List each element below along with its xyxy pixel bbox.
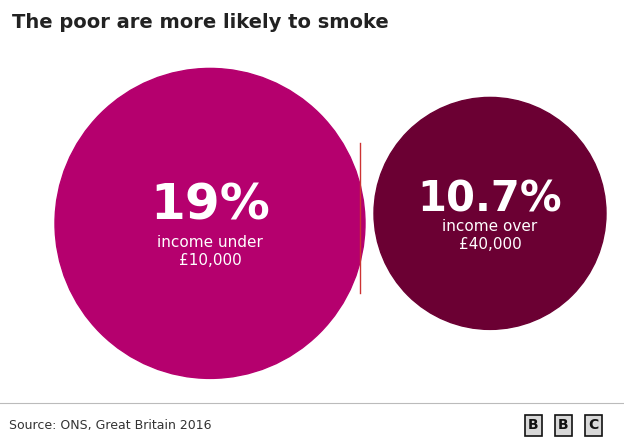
Text: income under
£10,000: income under £10,000 [157, 235, 263, 268]
Text: The poor are more likely to smoke: The poor are more likely to smoke [12, 13, 389, 32]
Text: income over
£40,000: income over £40,000 [442, 219, 538, 252]
Text: 10.7%: 10.7% [417, 178, 562, 220]
Text: Source: ONS, Great Britain 2016: Source: ONS, Great Britain 2016 [9, 419, 212, 432]
Text: 19%: 19% [150, 182, 270, 230]
Circle shape [374, 97, 606, 329]
Text: B: B [558, 418, 569, 432]
Circle shape [55, 68, 365, 378]
Text: B: B [528, 418, 539, 432]
Text: C: C [588, 418, 598, 432]
